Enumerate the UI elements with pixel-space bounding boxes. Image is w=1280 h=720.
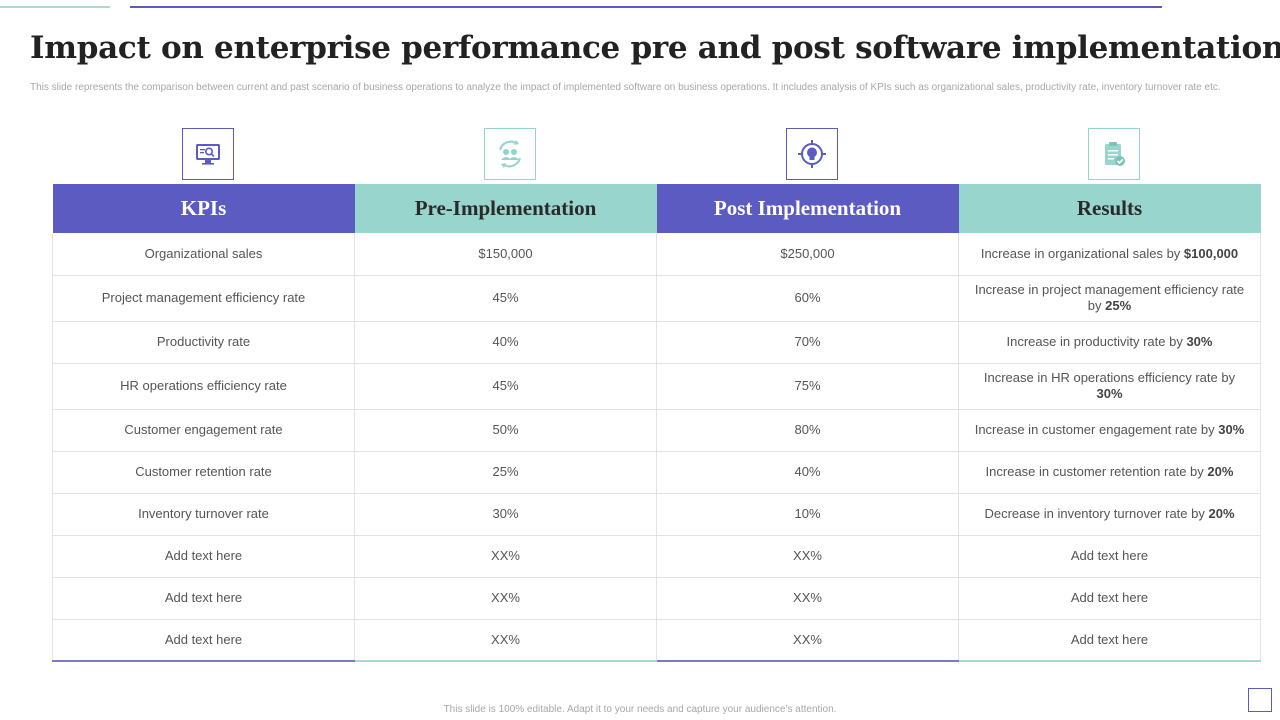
table-row: Inventory turnover rate 30% 10% Decrease in… — [52, 493, 1261, 536]
result-value: 30% — [1218, 422, 1245, 437]
result-text: Decrease in inventory turnover rate by — [984, 506, 1205, 521]
result-cell: Increase in project management efficienc… — [958, 275, 1261, 322]
result-cell: Increase in productivity rate by 30% — [958, 321, 1261, 364]
result-value: 20% — [1207, 464, 1234, 479]
kpi-comparison-table: KPIs Pre-Implementation Post Implementat… — [52, 184, 1261, 662]
lightbulb-target-icon — [786, 128, 838, 180]
post-implementation-cell: 40% — [656, 451, 959, 494]
table-row: Productivity rate 40% 70% Increase in produ… — [52, 321, 1261, 364]
result-text: Add text here — [1070, 590, 1149, 605]
kpi-cell: Add text here — [52, 577, 355, 620]
result-text: Increase in customer retention rate by — [985, 464, 1204, 479]
result-value: 30% — [1096, 386, 1123, 401]
result-value: 25% — [1105, 298, 1132, 313]
header-pre-implementation: Pre-Implementation — [354, 184, 657, 233]
table-header-row: KPIs Pre-Implementation Post Implementat… — [52, 184, 1261, 233]
pre-implementation-cell: 45% — [354, 363, 657, 410]
table-row: HR operations efficiency rate 45% 75% Incre… — [52, 363, 1261, 410]
monitor-search-icon — [182, 128, 234, 180]
table-row: Organizational sales $150,000 $250,000 Incr… — [52, 233, 1261, 276]
kpi-cell: Customer retention rate — [52, 451, 355, 494]
post-implementation-cell: XX% — [656, 619, 959, 662]
result-text: Increase in productivity rate by — [1006, 334, 1183, 349]
post-implementation-cell: 60% — [656, 275, 959, 322]
post-implementation-cell: 75% — [656, 363, 959, 410]
result-cell: Increase in customer retention rate by 2… — [958, 451, 1261, 494]
post-implementation-cell: $250,000 — [656, 233, 959, 276]
result-cell: Add text here — [958, 619, 1261, 662]
kpi-cell: Productivity rate — [52, 321, 355, 364]
top-accent-line-purple — [130, 6, 1162, 8]
kpi-cell: Add text here — [52, 619, 355, 662]
clipboard-check-icon — [1088, 128, 1140, 180]
table-row: Project management efficiency rate 45% 60%… — [52, 275, 1261, 322]
post-implementation-cell: 10% — [656, 493, 959, 536]
pre-implementation-cell: 50% — [354, 409, 657, 452]
pre-implementation-cell: 40% — [354, 321, 657, 364]
result-cell: Increase in HR operations efficiency rat… — [958, 363, 1261, 410]
result-cell: Add text here — [958, 577, 1261, 620]
result-text: Increase in customer engagement rate by — [974, 422, 1215, 437]
pre-implementation-cell: 45% — [354, 275, 657, 322]
header-post-implementation: Post Implementation — [656, 184, 959, 233]
result-value: 30% — [1186, 334, 1213, 349]
kpi-cell: Inventory turnover rate — [52, 493, 355, 536]
post-implementation-cell: 80% — [656, 409, 959, 452]
result-cell: Add text here — [958, 535, 1261, 578]
kpi-cell: Project management efficiency rate — [52, 275, 355, 322]
result-cell: Increase in customer engagement rate by … — [958, 409, 1261, 452]
pre-implementation-cell: XX% — [354, 535, 657, 578]
result-value: 20% — [1208, 506, 1235, 521]
pre-implementation-cell: 25% — [354, 451, 657, 494]
result-cell: Decrease in inventory turnover rate by 2… — [958, 493, 1261, 536]
kpi-cell: HR operations efficiency rate — [52, 363, 355, 410]
kpi-cell: Add text here — [52, 535, 355, 578]
page-subtitle: This slide represents the comparison bet… — [30, 82, 1221, 93]
header-results: Results — [958, 184, 1261, 233]
table-row: Add text here XX% XX% Add text here — [52, 577, 1261, 620]
page-title: Impact on enterprise performance pre and… — [30, 30, 1280, 66]
result-text: Increase in HR operations efficiency rat… — [983, 370, 1236, 385]
result-text: Increase in project management efficienc… — [974, 282, 1245, 313]
result-cell: Increase in organizational sales by $100… — [958, 233, 1261, 276]
table-row: Add text here XX% XX% Add text here — [52, 619, 1261, 662]
team-cycle-icon — [484, 128, 536, 180]
result-value: $100,000 — [1183, 245, 1239, 261]
kpi-cell: Customer engagement rate — [52, 409, 355, 452]
result-text: Increase in organizational sales by — [980, 245, 1181, 261]
result-text: Add text here — [1070, 548, 1149, 563]
top-accent-line-teal — [0, 6, 110, 8]
table-row: Customer retention rate 25% 40% Increase in… — [52, 451, 1261, 494]
table-row: Add text here XX% XX% Add text here — [52, 535, 1261, 578]
post-implementation-cell: XX% — [656, 535, 959, 578]
kpi-cell: Organizational sales — [52, 233, 355, 276]
pre-implementation-cell: 30% — [354, 493, 657, 536]
header-kpis: KPIs — [52, 184, 355, 233]
pre-implementation-cell: XX% — [354, 619, 657, 662]
post-implementation-cell: XX% — [656, 577, 959, 620]
pre-implementation-cell: XX% — [354, 577, 657, 620]
table-row: Customer engagement rate 50% 80% Increase i… — [52, 409, 1261, 452]
post-implementation-cell: 70% — [656, 321, 959, 364]
corner-decoration — [1248, 688, 1272, 712]
footer-note: This slide is 100% editable. Adapt it to… — [443, 704, 837, 715]
result-text: Add text here — [1070, 631, 1149, 647]
pre-implementation-cell: $150,000 — [354, 233, 657, 276]
